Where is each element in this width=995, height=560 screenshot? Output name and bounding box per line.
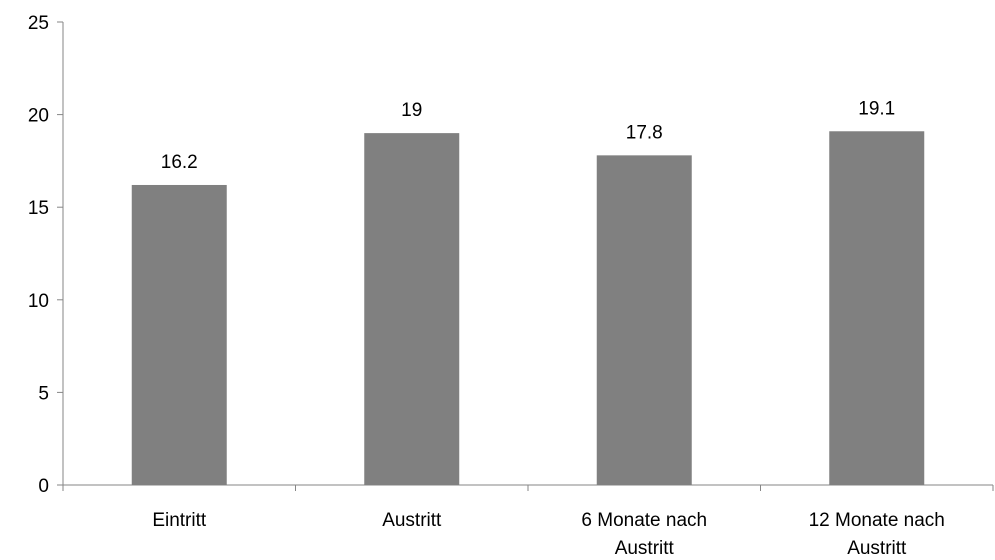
y-tick-label: 0 [38, 476, 49, 497]
y-tick-label: 5 [38, 383, 49, 404]
y-tick-label: 10 [28, 291, 49, 312]
data-label: 19.1 [858, 98, 895, 119]
data-label: 17.8 [626, 122, 663, 143]
bar [829, 131, 925, 485]
bars [131, 131, 925, 485]
data-label: 16.2 [161, 152, 198, 173]
bar [364, 133, 460, 485]
x-tick-label: Austritt [382, 510, 442, 531]
x-tick-label: 6 Monate nach Austritt [581, 510, 707, 559]
x-tick-label: 12 Monate nach Austritt [809, 510, 945, 559]
bar [596, 155, 692, 485]
bar [131, 184, 227, 485]
data-label: 19 [401, 100, 422, 121]
x-tick-label: Eintritt [152, 510, 207, 531]
y-tick-label: 15 [28, 198, 49, 219]
y-tick-label: 20 [28, 106, 49, 127]
labels: 0 5 10 15 20 25 16.2 Eintritt 19 Austritt 17.8 6 Mo… [28, 13, 945, 559]
y-tick-label: 25 [28, 13, 49, 34]
